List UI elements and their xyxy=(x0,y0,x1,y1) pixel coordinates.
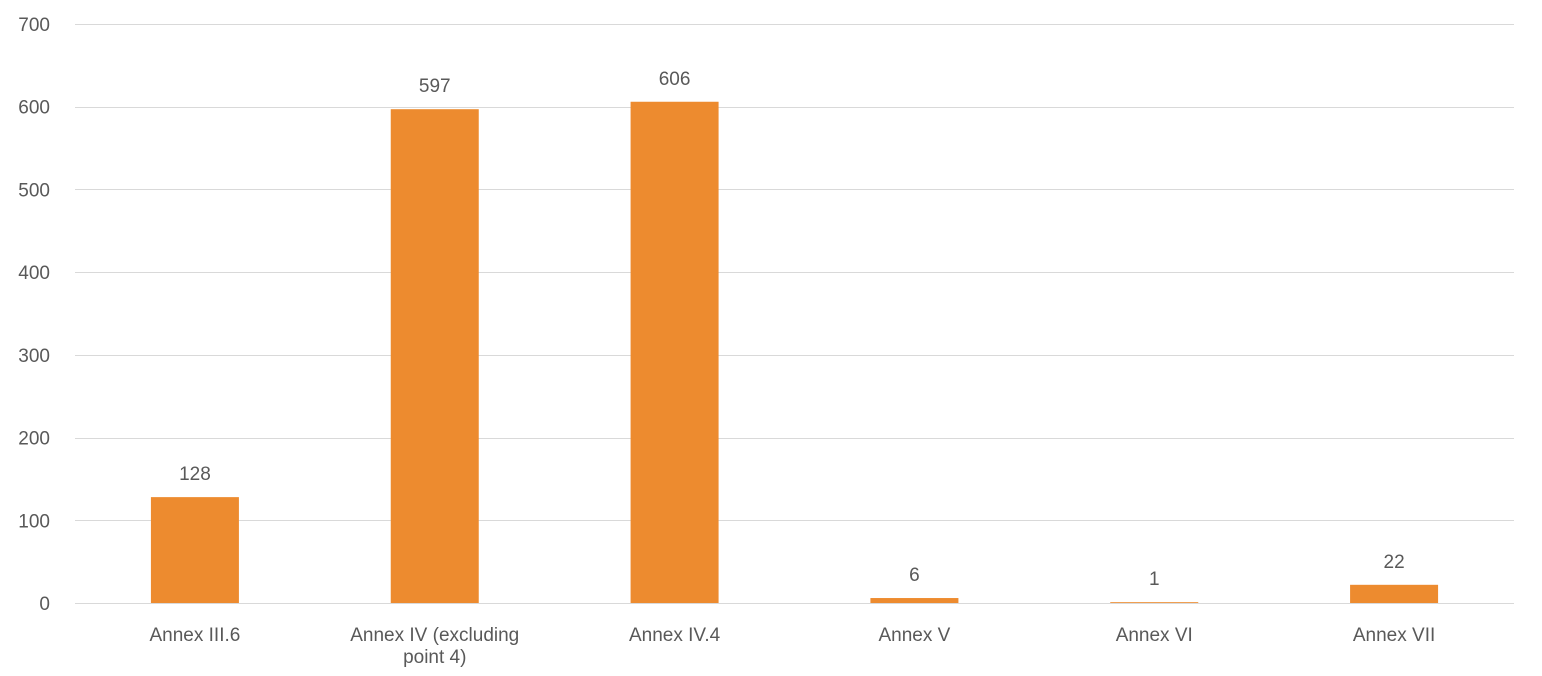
category-label: Annex III.6 xyxy=(149,625,240,646)
category-label-line: Annex V xyxy=(879,625,951,646)
bar xyxy=(870,598,959,603)
bars xyxy=(150,101,1439,604)
category-label: Annex V xyxy=(879,625,951,646)
data-label: 6 xyxy=(909,565,920,586)
data-labels: 128 597 606 6 1 22 xyxy=(179,69,1405,590)
y-tick-label: 400 xyxy=(18,263,50,284)
bar xyxy=(1350,584,1439,603)
bar xyxy=(150,497,239,603)
category-label: Annex VI xyxy=(1116,625,1193,646)
category-label: Annex IV.4 xyxy=(629,625,721,646)
y-tick-label: 0 xyxy=(39,594,50,615)
data-label: 606 xyxy=(659,69,691,90)
y-tick-label: 200 xyxy=(18,429,50,450)
data-label: 128 xyxy=(179,464,211,485)
bar xyxy=(630,101,719,603)
bar xyxy=(390,109,479,604)
data-label: 597 xyxy=(419,76,451,97)
category-label: Annex VII xyxy=(1353,625,1435,646)
y-tick-label: 600 xyxy=(18,98,50,119)
category-label-line: Annex IV (excluding xyxy=(350,625,519,646)
category-label: Annex IV (excluding point 4) xyxy=(350,625,519,668)
y-tick-label: 100 xyxy=(18,511,50,532)
y-axis-tick-labels: 0 100 200 300 400 500 600 700 xyxy=(18,15,50,615)
y-tick-label: 700 xyxy=(18,15,50,36)
category-label-line: Annex VII xyxy=(1353,625,1435,646)
data-label: 1 xyxy=(1149,569,1160,590)
data-label: 22 xyxy=(1384,552,1405,573)
bar xyxy=(1110,602,1199,603)
category-label-line: Annex IV.4 xyxy=(629,625,721,646)
gridlines xyxy=(75,24,1514,604)
y-tick-label: 500 xyxy=(18,180,50,201)
category-label-line: point 4) xyxy=(403,647,466,668)
category-label-line: Annex VI xyxy=(1116,625,1193,646)
category-label-line: Annex III.6 xyxy=(149,625,240,646)
category-labels: Annex III.6 Annex IV (excluding point 4)An… xyxy=(149,625,1435,668)
y-tick-label: 300 xyxy=(18,346,50,367)
